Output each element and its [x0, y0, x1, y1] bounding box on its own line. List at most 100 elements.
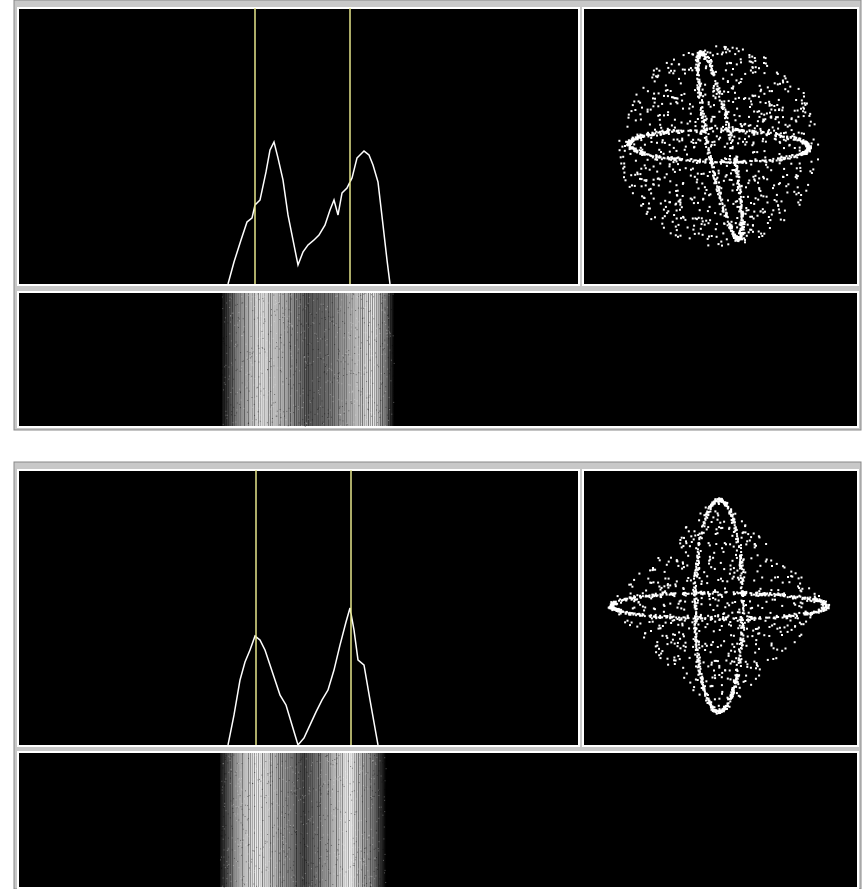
- pixel: [338, 791, 339, 792]
- pixel: [297, 390, 298, 391]
- pixel: [283, 294, 284, 295]
- pixel: [735, 170, 737, 172]
- pixel: [312, 880, 313, 881]
- pixel: [263, 820, 264, 821]
- pixel: [667, 584, 669, 586]
- pixel: [327, 834, 328, 835]
- pixel: [352, 838, 353, 839]
- pixel: [744, 144, 746, 146]
- pixel: [624, 621, 626, 623]
- pixel: [741, 217, 743, 219]
- pixel: [664, 578, 666, 580]
- pixel: [761, 113, 763, 115]
- pixel: [285, 813, 286, 814]
- pixel: [361, 820, 362, 821]
- pixel: [725, 617, 727, 619]
- pixel: [763, 594, 765, 596]
- pixel: [251, 376, 252, 377]
- pixel: [669, 163, 671, 165]
- pixel: [779, 212, 781, 214]
- pixel: [327, 843, 328, 844]
- pixel: [684, 73, 686, 75]
- pixel: [728, 655, 730, 657]
- pixel: [292, 388, 293, 389]
- pixel: [289, 342, 290, 343]
- pixel: [777, 576, 779, 578]
- pixel: [302, 877, 303, 878]
- pixel: [240, 795, 241, 796]
- pixel: [304, 787, 305, 788]
- pixel: [741, 219, 743, 221]
- pixel: [666, 616, 668, 618]
- pixel: [374, 341, 375, 342]
- pixel: [221, 857, 222, 858]
- pixel: [787, 183, 789, 185]
- pixel: [281, 828, 282, 829]
- pixel: [368, 753, 369, 754]
- pixel: [273, 295, 274, 296]
- pixel: [676, 210, 678, 212]
- pixel: [344, 323, 345, 324]
- pixel: [226, 883, 227, 884]
- pixel: [308, 819, 309, 820]
- pixel: [332, 789, 333, 790]
- pixel: [707, 591, 709, 593]
- pixel: [331, 417, 332, 418]
- pixel: [370, 310, 371, 311]
- pixel: [291, 792, 292, 793]
- pixel: [767, 166, 769, 168]
- pixel: [302, 753, 303, 887]
- pixel: [355, 327, 356, 328]
- pixel: [383, 349, 384, 350]
- pixel: [665, 622, 667, 624]
- pixel: [617, 595, 619, 597]
- pixel: [255, 844, 256, 845]
- pixel: [650, 582, 652, 584]
- pixel: [763, 93, 765, 95]
- pixel: [643, 609, 645, 611]
- pixel: [640, 147, 642, 149]
- pixel: [719, 203, 721, 205]
- pixel: [740, 196, 742, 198]
- pixel: [697, 599, 699, 601]
- pixel: [692, 142, 694, 144]
- pixel: [367, 772, 368, 773]
- pixel: [234, 325, 235, 326]
- pixel: [274, 790, 275, 791]
- pixel: [690, 175, 692, 177]
- pixel: [717, 594, 719, 596]
- pixel: [385, 425, 386, 426]
- pixel: [664, 571, 666, 573]
- spectrum-plot: [18, 8, 579, 285]
- pixel: [236, 409, 237, 410]
- pixel: [239, 778, 240, 779]
- pixel: [767, 222, 769, 224]
- pixel: [649, 134, 651, 136]
- pixel: [800, 194, 802, 196]
- pixel: [681, 100, 683, 102]
- pixel: [761, 235, 763, 237]
- pixel: [304, 355, 305, 356]
- pixel: [697, 74, 699, 76]
- pixel: [296, 813, 297, 814]
- pixel: [694, 530, 696, 532]
- pixel: [280, 334, 281, 335]
- pixel: [374, 293, 375, 426]
- pixel: [778, 183, 780, 185]
- pixel: [254, 753, 255, 887]
- pixel: [247, 351, 248, 352]
- pixel: [254, 763, 255, 764]
- pixel: [366, 419, 367, 420]
- pixel: [294, 790, 295, 791]
- pixel: [711, 618, 713, 620]
- pixel: [758, 67, 760, 69]
- pixel: [366, 301, 367, 302]
- pixel: [278, 357, 279, 358]
- pixel: [706, 575, 708, 577]
- pixel: [794, 613, 796, 615]
- pixel: [720, 562, 722, 564]
- pixel: [273, 836, 274, 837]
- pixel: [385, 810, 386, 811]
- pixel: [746, 645, 748, 647]
- pixel: [308, 419, 309, 420]
